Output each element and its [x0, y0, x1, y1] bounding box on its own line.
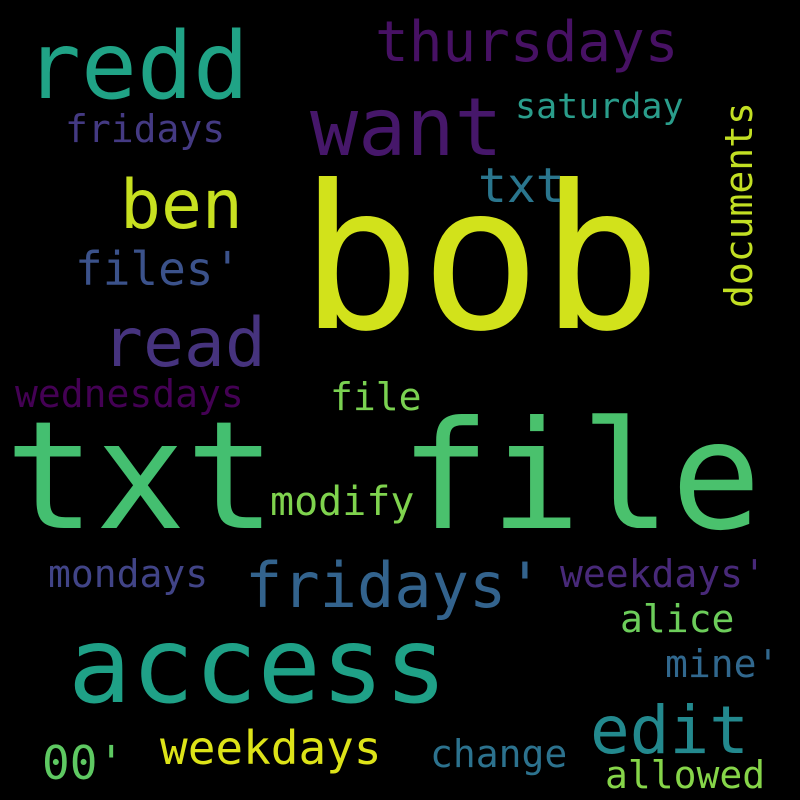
word-saturday: saturday	[515, 87, 684, 127]
word-edit: edit	[590, 692, 749, 769]
word-change: change	[430, 732, 568, 776]
word-thursdays: thursdays	[375, 10, 679, 75]
word-want: want	[310, 81, 503, 174]
word-fridays: fridays	[65, 107, 226, 151]
word-mondays: mondays	[48, 552, 209, 596]
word-file: file	[400, 390, 762, 564]
word-mine-apos: mine'	[665, 642, 780, 686]
word-access: access	[68, 605, 448, 727]
word-fridays-apos: fridays'	[245, 549, 544, 622]
word-00-apos: 00'	[42, 736, 126, 790]
word-ben: ben	[120, 166, 243, 245]
word-allowed: allowed	[605, 753, 766, 797]
word-redd: redd	[25, 12, 249, 120]
word-bob: bob	[300, 143, 662, 376]
word-read: read	[102, 304, 266, 383]
word-weekdays: weekdays	[160, 721, 382, 775]
word-txt: txt	[5, 390, 276, 564]
word-wednesdays: wednesdays	[15, 372, 244, 416]
word-modify: modify	[270, 479, 415, 525]
word-files-apos: files'	[75, 242, 242, 296]
word-file-small: file	[330, 375, 422, 419]
word-weekdays-apos: weekdays'	[560, 552, 766, 596]
word-txt-small: txt	[478, 158, 565, 214]
word-documents: documents	[717, 102, 761, 308]
word-alice: alice	[620, 597, 735, 641]
